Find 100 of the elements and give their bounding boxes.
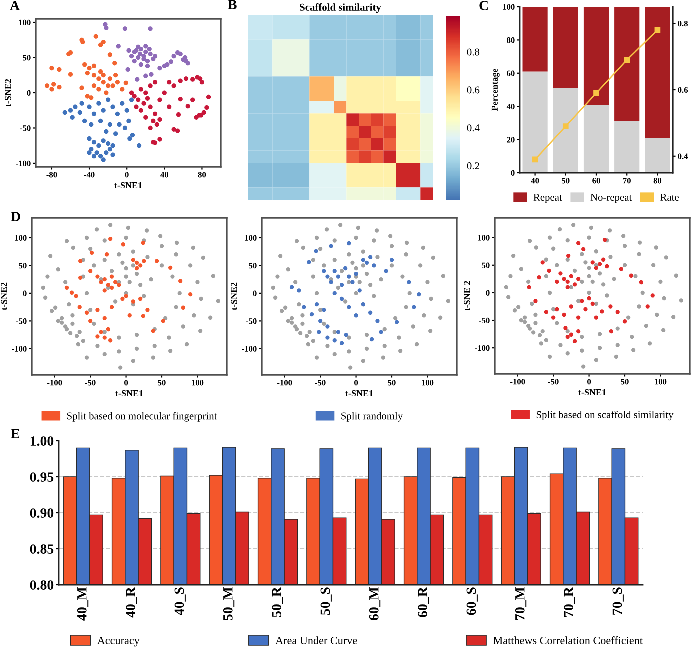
point xyxy=(569,304,574,309)
point xyxy=(178,78,183,84)
x-tick-label: 50_R xyxy=(272,586,284,618)
point xyxy=(145,58,150,64)
point xyxy=(562,312,566,318)
x-tick-label: 60_R xyxy=(418,586,430,618)
y-tick-label: 0.90 xyxy=(30,508,54,518)
point xyxy=(576,241,581,246)
x-tick-label: 100 xyxy=(655,379,667,385)
point xyxy=(121,242,126,247)
point xyxy=(347,305,352,310)
point xyxy=(92,84,97,88)
point xyxy=(108,76,112,82)
y2-tick-label: 0.4 xyxy=(678,154,688,160)
point xyxy=(101,73,106,78)
point xyxy=(176,128,180,134)
point xyxy=(126,67,130,72)
point xyxy=(138,264,143,268)
point xyxy=(134,104,139,110)
y-axis-title: t-SNE2 xyxy=(5,79,12,107)
point xyxy=(148,26,153,32)
point xyxy=(114,73,118,78)
legend-label: Accuracy xyxy=(97,637,140,647)
point xyxy=(102,288,107,293)
point xyxy=(639,280,644,285)
point xyxy=(134,266,140,271)
point xyxy=(102,277,107,282)
y2-tick-label: 0.6 xyxy=(678,87,688,94)
point xyxy=(412,305,416,310)
point xyxy=(96,334,100,339)
x-tick-label: 60 xyxy=(592,178,600,184)
x-tick-label: 50_S xyxy=(320,588,332,616)
point xyxy=(68,72,74,77)
point xyxy=(101,40,106,45)
y-tick-label: 100 xyxy=(19,20,31,26)
point xyxy=(310,312,314,317)
point xyxy=(394,320,400,324)
point xyxy=(148,84,153,88)
point xyxy=(361,258,366,262)
y-tick-label: 80 xyxy=(507,38,515,44)
point xyxy=(151,118,156,124)
point xyxy=(94,150,100,156)
point xyxy=(537,275,542,280)
point xyxy=(340,296,344,302)
point xyxy=(598,262,602,266)
point xyxy=(532,156,538,163)
point xyxy=(317,330,322,334)
point xyxy=(113,280,118,284)
point xyxy=(89,147,94,152)
bar xyxy=(584,104,610,173)
point xyxy=(128,314,132,318)
point xyxy=(590,260,595,265)
point xyxy=(354,314,358,318)
point xyxy=(138,87,144,92)
point xyxy=(126,118,132,124)
y-tick-label: 20 xyxy=(507,137,515,143)
x-tick-label: 60_M xyxy=(369,587,381,621)
y-tick-label: 50 xyxy=(19,263,27,269)
point xyxy=(98,70,104,74)
point xyxy=(92,73,97,78)
point xyxy=(616,310,620,314)
point xyxy=(101,158,106,162)
x-axis-title: t-SNE1 xyxy=(116,390,144,397)
point xyxy=(540,260,545,265)
x-tick-label: 70_S xyxy=(612,588,624,615)
y-tick-label: -50 xyxy=(479,318,490,324)
point xyxy=(138,52,143,57)
point xyxy=(78,305,82,310)
point xyxy=(129,90,134,96)
point xyxy=(99,330,104,334)
point xyxy=(379,330,384,334)
point xyxy=(106,283,111,288)
legend-label: Repeat xyxy=(534,194,562,204)
point xyxy=(336,274,341,279)
point xyxy=(326,324,330,329)
point xyxy=(52,82,56,87)
legend-label: Rate xyxy=(660,194,679,202)
point xyxy=(551,316,556,320)
point xyxy=(70,115,75,120)
point xyxy=(202,110,206,116)
y-tick-label: 100 xyxy=(503,4,515,10)
point xyxy=(50,87,54,92)
point xyxy=(368,255,373,260)
point xyxy=(314,302,320,307)
point xyxy=(110,286,114,290)
point xyxy=(145,96,150,101)
y-tick-label: 100 xyxy=(245,235,257,241)
point xyxy=(124,80,128,86)
point xyxy=(104,90,109,96)
point xyxy=(594,316,599,320)
x-tick-label: -40 xyxy=(84,172,95,178)
point xyxy=(364,260,370,266)
point xyxy=(110,152,116,158)
point xyxy=(106,141,111,146)
point xyxy=(78,276,83,280)
x-tick-label: 40 xyxy=(531,178,540,184)
point xyxy=(101,108,106,113)
y-tick-label: -100 xyxy=(16,160,31,166)
point xyxy=(148,104,153,110)
y-tick-label: 0 xyxy=(486,290,490,296)
